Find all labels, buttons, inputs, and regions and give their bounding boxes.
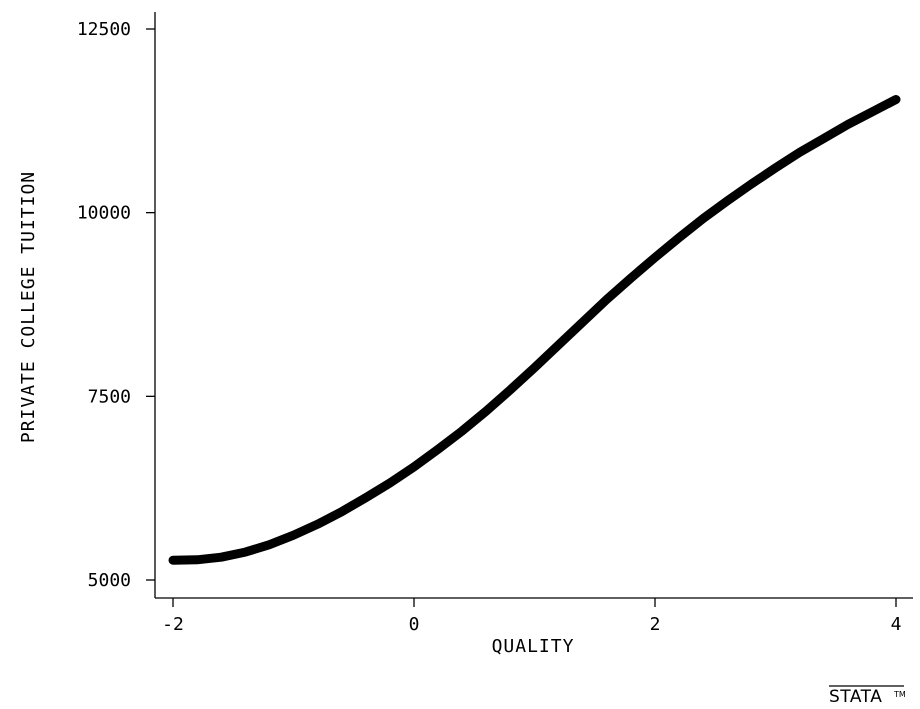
x-axis-title: QUALITY: [492, 636, 575, 657]
stata-logo-text: STATA: [829, 687, 882, 707]
y-tick-label: 12500: [77, 19, 131, 40]
y-tick-label: 5000: [88, 570, 131, 591]
x-axis-ticks: -2 0 2 4: [162, 598, 901, 635]
stata-logo-mark: TM: [893, 690, 906, 699]
y-tick-label: 10000: [77, 203, 131, 224]
x-tick-label: -2: [162, 614, 184, 635]
y-tick-label: 7500: [88, 386, 131, 407]
x-tick-label: 2: [650, 614, 661, 635]
series-line-0: [168, 95, 901, 565]
stata-logo: STATA TM: [829, 685, 906, 707]
plot-area: 5000 7500 10000 12500 -2 0 2 4: [77, 12, 913, 635]
y-axis-title: PRIVATE COLLEGE TUITION: [18, 171, 39, 443]
series-layer: [168, 95, 901, 565]
x-tick-label: 0: [409, 614, 420, 635]
x-tick-label: 4: [891, 614, 902, 635]
y-axis-ticks: 5000 7500 10000 12500: [77, 19, 155, 591]
